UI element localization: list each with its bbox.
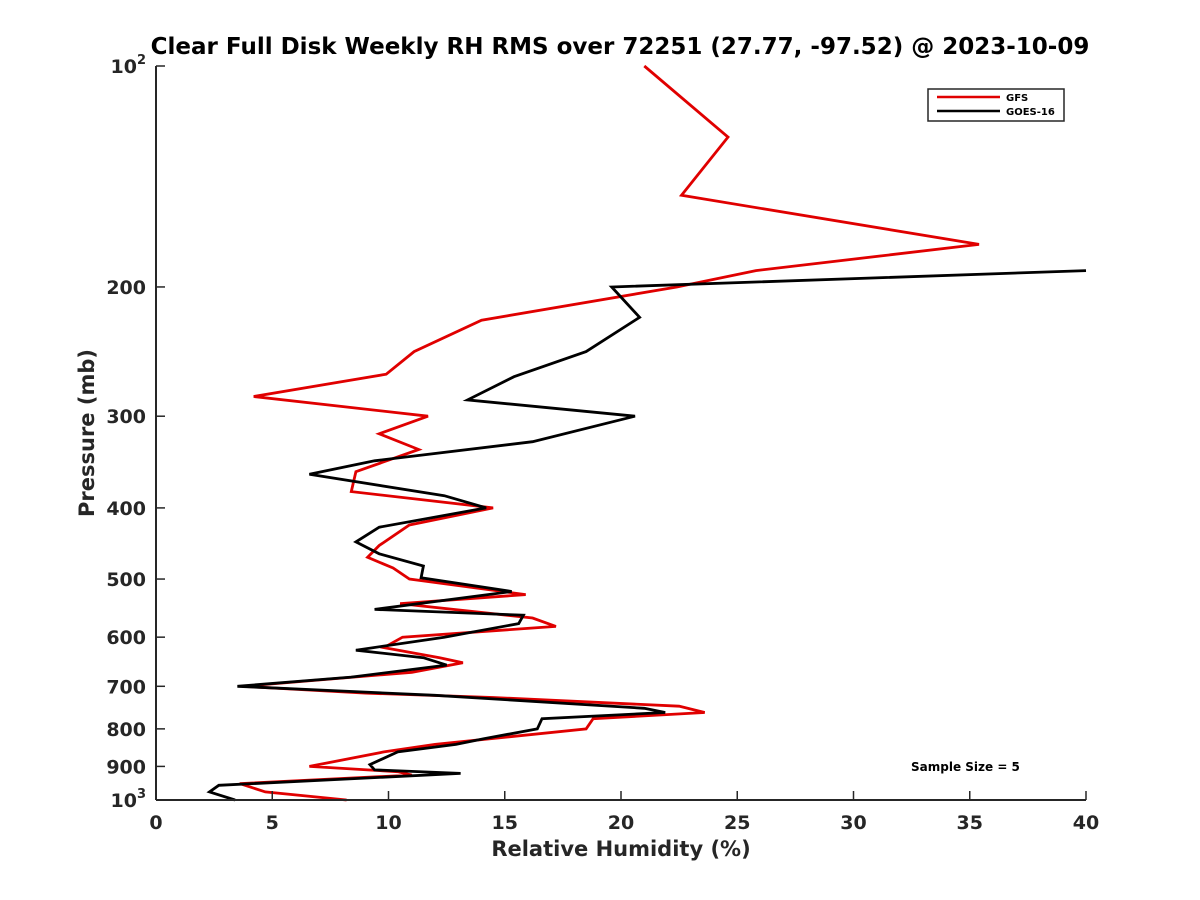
x-tick-label: 5 <box>266 812 279 834</box>
y-tick-label: 102 <box>111 53 147 78</box>
ticks-layer: 0 5 10 15 20 25 30 35 40 102 200 300 400 500 600 700 800… <box>106 53 1099 834</box>
y-tick-label: 400 <box>106 498 146 520</box>
y-tick-label: 200 <box>106 277 146 299</box>
x-tick-label: 40 <box>1073 812 1099 834</box>
x-tick-label: 35 <box>957 812 983 834</box>
legend-label-gfs: GFS <box>1006 93 1028 104</box>
y-axis-label: Pressure (mb) <box>75 349 99 517</box>
x-tick-label: 20 <box>608 812 634 834</box>
legend-label-goes16: GOES-16 <box>1006 107 1055 118</box>
y-tick-label: 900 <box>106 756 146 778</box>
series-layer <box>206 64 1087 802</box>
x-tick-label: 10 <box>375 812 401 834</box>
x-tick-label: 30 <box>840 812 866 834</box>
legend: GFS GOES-16 <box>927 88 1065 122</box>
x-tick-label: 0 <box>149 812 162 834</box>
sample-size-annotation: Sample Size = 5 <box>911 760 1020 774</box>
x-tick-label: 25 <box>724 812 750 834</box>
y-tick-label: 103 <box>111 787 147 812</box>
chart-title: Clear Full Disk Weekly RH RMS over 72251… <box>151 34 1090 60</box>
y-tick-label: 600 <box>106 627 146 649</box>
x-axis-label: Relative Humidity (%) <box>491 837 750 861</box>
y-tick-label: 500 <box>106 569 146 591</box>
series-line-goes16 <box>206 269 1087 802</box>
x-tick-label: 15 <box>492 812 518 834</box>
legend-box <box>927 88 1065 122</box>
y-tick-label: 800 <box>106 719 146 741</box>
y-tick-label: 700 <box>106 676 146 698</box>
y-tick-label: 300 <box>106 406 146 428</box>
